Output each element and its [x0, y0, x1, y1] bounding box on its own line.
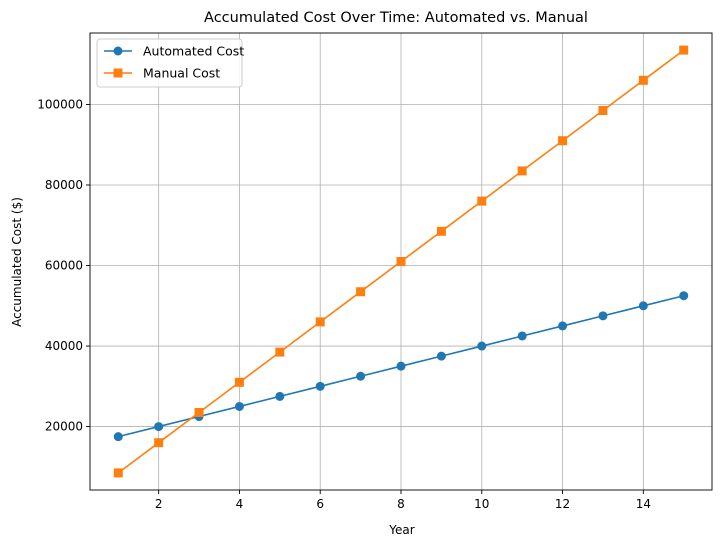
data-point — [517, 331, 527, 341]
y-tick-label: 20000 — [45, 420, 83, 434]
y-axis: 20000 40000 60000 80000 100000 — [37, 97, 90, 434]
data-point — [679, 291, 689, 301]
x-tick-label: 14 — [636, 497, 651, 511]
series-layer — [113, 45, 689, 478]
data-point — [315, 381, 325, 391]
legend-item: Automated Cost — [104, 44, 244, 59]
data-point — [436, 351, 446, 361]
x-tick-label: 12 — [555, 497, 570, 511]
data-point — [315, 317, 325, 327]
y-tick-label: 80000 — [45, 178, 83, 192]
legend-item: Manual Cost — [104, 66, 220, 81]
data-point — [598, 106, 608, 116]
x-tick-label: 6 — [316, 497, 324, 511]
legend-marker — [113, 46, 123, 56]
x-tick-label: 10 — [474, 497, 489, 511]
data-point — [275, 347, 285, 357]
y-tick-label: 60000 — [45, 259, 83, 273]
data-point — [154, 438, 164, 448]
data-point — [598, 311, 608, 321]
y-axis-label: Accumulated Cost ($) — [10, 197, 24, 327]
legend-label: Manual Cost — [143, 66, 220, 81]
y-tick-label: 40000 — [45, 339, 83, 353]
data-point — [356, 371, 366, 381]
x-axis: 2 4 6 8 10 12 14 — [155, 490, 651, 511]
data-point — [477, 196, 487, 206]
data-point — [517, 166, 527, 176]
legend: Automated Cost Manual Cost — [96, 38, 244, 88]
x-axis-label: Year — [388, 523, 414, 537]
series-automated-cost — [113, 291, 689, 442]
x-tick-label: 2 — [155, 497, 163, 511]
legend-marker — [113, 68, 123, 78]
series-manual-cost — [113, 45, 689, 478]
chart-title: Accumulated Cost Over Time: Automated vs… — [204, 10, 588, 26]
data-point — [154, 422, 164, 432]
x-tick-label: 8 — [397, 497, 405, 511]
y-tick-label: 100000 — [37, 97, 83, 111]
data-point — [234, 401, 244, 411]
data-point — [638, 301, 648, 311]
data-point — [194, 407, 204, 417]
data-point — [436, 226, 446, 236]
data-point — [234, 377, 244, 387]
x-tick-label: 4 — [236, 497, 244, 511]
legend-box — [96, 38, 243, 88]
data-point — [638, 75, 648, 85]
data-point — [113, 468, 123, 478]
data-point — [113, 432, 123, 442]
legend-label: Automated Cost — [143, 44, 244, 59]
data-point — [396, 257, 406, 266]
data-point — [558, 136, 568, 146]
data-point — [396, 361, 406, 371]
data-point — [477, 341, 487, 351]
data-point — [275, 391, 285, 401]
grid — [90, 33, 712, 490]
data-point — [679, 45, 689, 55]
data-point — [558, 321, 568, 331]
data-point — [356, 287, 366, 297]
